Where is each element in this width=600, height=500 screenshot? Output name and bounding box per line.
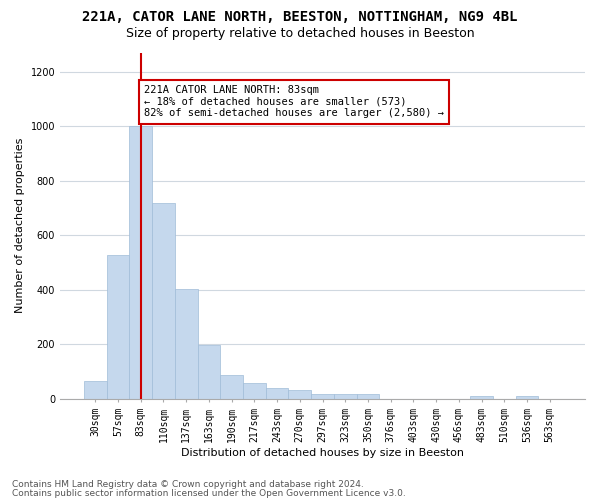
Bar bbox=[107, 255, 130, 399]
Bar bbox=[289, 390, 311, 399]
Bar bbox=[197, 346, 220, 399]
Bar bbox=[84, 382, 107, 399]
Bar bbox=[515, 396, 538, 399]
Bar bbox=[470, 396, 493, 399]
Bar bbox=[311, 394, 334, 399]
Text: 221A, CATOR LANE NORTH, BEESTON, NOTTINGHAM, NG9 4BL: 221A, CATOR LANE NORTH, BEESTON, NOTTING… bbox=[82, 10, 518, 24]
Bar bbox=[334, 394, 356, 399]
Bar bbox=[356, 394, 379, 399]
Text: Contains public sector information licensed under the Open Government Licence v3: Contains public sector information licen… bbox=[12, 488, 406, 498]
Text: Contains HM Land Registry data © Crown copyright and database right 2024.: Contains HM Land Registry data © Crown c… bbox=[12, 480, 364, 489]
Bar bbox=[243, 382, 266, 399]
Bar bbox=[266, 388, 289, 399]
Bar bbox=[220, 375, 243, 399]
Bar bbox=[130, 126, 152, 399]
Bar bbox=[152, 204, 175, 399]
Y-axis label: Number of detached properties: Number of detached properties bbox=[15, 138, 25, 314]
X-axis label: Distribution of detached houses by size in Beeston: Distribution of detached houses by size … bbox=[181, 448, 464, 458]
Text: 221A CATOR LANE NORTH: 83sqm
← 18% of detached houses are smaller (573)
82% of s: 221A CATOR LANE NORTH: 83sqm ← 18% of de… bbox=[144, 85, 444, 118]
Text: Size of property relative to detached houses in Beeston: Size of property relative to detached ho… bbox=[125, 28, 475, 40]
Bar bbox=[175, 288, 197, 399]
